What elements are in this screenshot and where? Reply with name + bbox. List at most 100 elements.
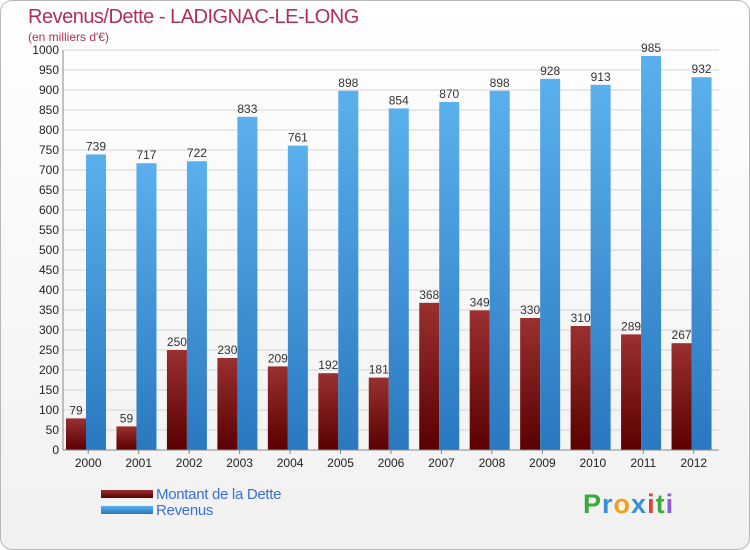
data-label-debt: 181: [369, 363, 389, 377]
bar-debt: [318, 373, 339, 450]
bar-debt: [469, 310, 490, 450]
y-tick-label: 300: [39, 323, 59, 337]
data-label-revenue: 932: [692, 62, 712, 76]
bar-debt: [570, 326, 591, 450]
data-label-debt: 368: [419, 288, 439, 302]
data-label-revenue: 722: [187, 146, 207, 160]
data-label-revenue: 833: [237, 102, 257, 116]
y-tick-label: 450: [39, 263, 59, 277]
y-tick-label: 600: [39, 203, 59, 217]
data-label-revenue: 717: [136, 148, 156, 162]
bar-debt: [66, 418, 86, 450]
x-tick-label: 2005: [327, 456, 354, 470]
y-tick-label: 150: [39, 383, 59, 397]
data-label-revenue: 913: [591, 70, 611, 84]
bar-revenue: [287, 145, 308, 450]
y-tick-label: 800: [39, 123, 59, 137]
data-label-debt: 230: [217, 343, 237, 357]
data-label-revenue: 761: [288, 131, 308, 145]
bar-debt: [368, 377, 389, 450]
x-tick-label: 2000: [75, 456, 102, 470]
bar-revenue: [439, 102, 460, 450]
x-tick-label: 2003: [226, 456, 253, 470]
chart-title: Revenus/Dette - LADIGNAC-LE-LONG: [28, 6, 359, 28]
y-tick-label: 1000: [32, 43, 59, 57]
data-label-debt: 310: [571, 311, 591, 325]
logo-letter: i: [665, 489, 675, 519]
bar-revenue: [86, 154, 106, 450]
data-label-debt: 349: [470, 295, 490, 309]
data-label-revenue: 928: [540, 64, 560, 78]
x-tick-label: 2007: [428, 456, 455, 470]
bar-debt: [116, 426, 137, 450]
logo-letter: P: [583, 489, 603, 519]
y-tick-label: 250: [39, 343, 59, 357]
chart-subtitle: (en milliers d'€): [28, 30, 109, 44]
y-tick-label: 750: [39, 143, 59, 157]
logo-letter: o: [613, 489, 632, 519]
y-tick-label: 200: [39, 363, 59, 377]
data-label-revenue: 739: [86, 139, 106, 153]
logo-letter: t: [655, 489, 666, 519]
data-label-debt: 59: [120, 411, 134, 425]
x-tick-label: 2008: [479, 456, 506, 470]
y-tick-label: 850: [39, 103, 59, 117]
bar-debt: [520, 318, 541, 450]
bar-revenue: [237, 116, 258, 451]
bar-revenue: [590, 84, 611, 451]
data-label-debt: 209: [268, 351, 288, 365]
data-label-debt: 289: [621, 319, 641, 333]
x-tick-label: 2006: [378, 456, 405, 470]
data-label-debt: 192: [318, 358, 338, 372]
y-tick-label: 950: [39, 63, 59, 77]
bar-debt: [419, 302, 440, 450]
data-label-debt: 250: [167, 335, 187, 349]
x-tick-label: 2004: [277, 456, 304, 470]
bar-debt: [166, 350, 187, 450]
x-tick-label: 2012: [680, 456, 707, 470]
data-label-revenue: 870: [439, 87, 459, 101]
x-tick-label: 2010: [579, 456, 606, 470]
data-label-revenue: 985: [641, 41, 661, 55]
data-label-debt: 267: [672, 328, 692, 342]
bar-revenue: [338, 90, 359, 451]
bar-revenue: [388, 108, 409, 451]
y-tick-label: 100: [39, 403, 59, 417]
y-tick-label: 0: [52, 443, 59, 457]
bar-debt: [267, 366, 288, 450]
bar-revenue: [540, 78, 561, 451]
logo-letter: x: [631, 489, 648, 519]
bar-revenue: [186, 161, 207, 450]
y-tick-label: 550: [39, 223, 59, 237]
y-tick-label: 500: [39, 243, 59, 257]
bar-revenue: [489, 90, 510, 451]
x-tick-label: 2001: [125, 456, 152, 470]
x-tick-label: 2002: [176, 456, 203, 470]
bar-debt: [217, 358, 238, 450]
y-tick-label: 350: [39, 303, 59, 317]
legend-label-debt: Montant de la Dette: [156, 486, 282, 503]
bar-debt: [671, 343, 692, 450]
data-label-revenue: 898: [338, 76, 358, 90]
bar-revenue: [136, 163, 157, 450]
y-tick-label: 700: [39, 163, 59, 177]
bar-debt: [621, 334, 642, 450]
x-tick-label: 2011: [630, 456, 656, 470]
y-tick-label: 50: [46, 423, 60, 437]
bar-revenue: [641, 56, 662, 450]
legend-swatch-revenue: [101, 506, 153, 514]
y-tick-label: 900: [39, 83, 59, 97]
data-label-revenue: 898: [490, 76, 510, 90]
data-label-debt: 330: [520, 303, 540, 317]
proxiti-logo: Proxiti: [583, 489, 674, 520]
bar-revenue: [691, 77, 712, 450]
x-tick-label: 2009: [529, 456, 556, 470]
logo-letter: i: [647, 489, 656, 519]
logo-letter: r: [602, 489, 614, 519]
data-label-revenue: 854: [389, 93, 409, 107]
y-tick-label: 400: [39, 283, 59, 297]
y-tick-label: 650: [39, 183, 59, 197]
legend-swatch-debt: [101, 490, 153, 498]
